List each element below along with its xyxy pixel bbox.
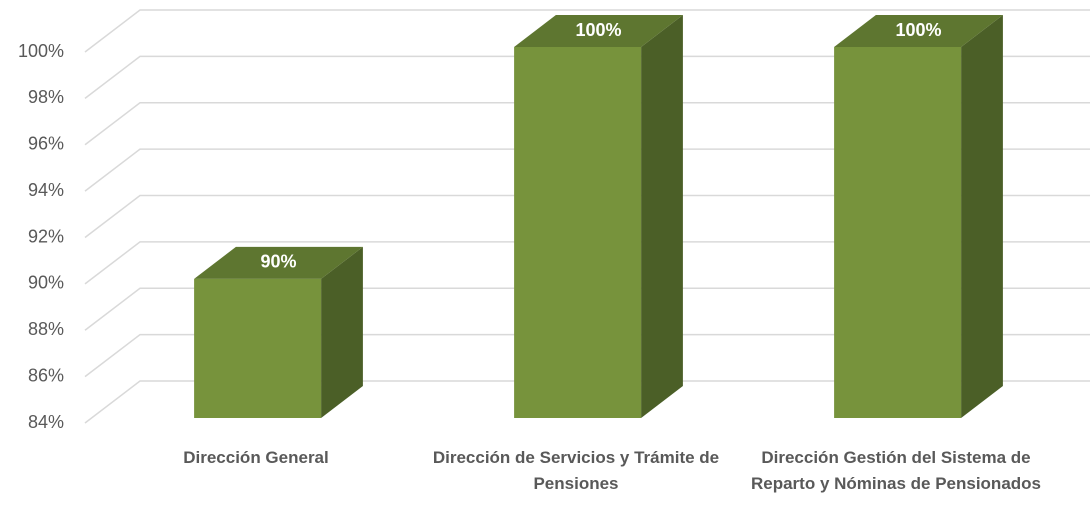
y-tick-label: 96% [28,134,64,154]
x-tick-label: Dirección Gestión del Sistema de Reparto… [750,448,1041,493]
y-tick-label: 86% [28,365,64,385]
y-tick-label: 92% [28,226,64,246]
grid-line [84,9,1090,53]
y-tick-label: 98% [28,87,64,107]
x-tick-label: Dirección de Servicios y Trámite de Pens… [432,448,720,493]
grid-line [84,287,1090,331]
bar-front [194,278,322,418]
bar-top [834,15,1003,47]
y-tick-label: 90% [28,273,64,293]
bar-top [194,246,363,279]
grid-line [84,380,1090,424]
y-tick-label: 88% [28,319,64,339]
grid-line [84,102,1090,146]
grid-line [84,55,1090,99]
data-label: 100% [575,20,621,40]
grid-line [84,148,1090,192]
bar [834,15,1003,418]
y-tick-label: 94% [28,180,64,200]
bar-front [514,46,642,418]
bar-front [834,46,962,418]
data-label: 100% [895,20,941,40]
y-tick-label: 100% [18,41,64,61]
x-tick-label: Dirección General [183,448,329,467]
grid-line [84,194,1090,239]
data-label: 90% [260,252,296,272]
grid-line [84,241,1090,285]
y-tick-label: 84% [28,412,64,432]
bar-side [641,15,683,418]
bar-side [961,15,1003,418]
bar [194,246,363,418]
bar [514,15,683,418]
grid-line [84,333,1090,378]
bar-top [514,15,683,47]
bar-side [321,246,363,418]
